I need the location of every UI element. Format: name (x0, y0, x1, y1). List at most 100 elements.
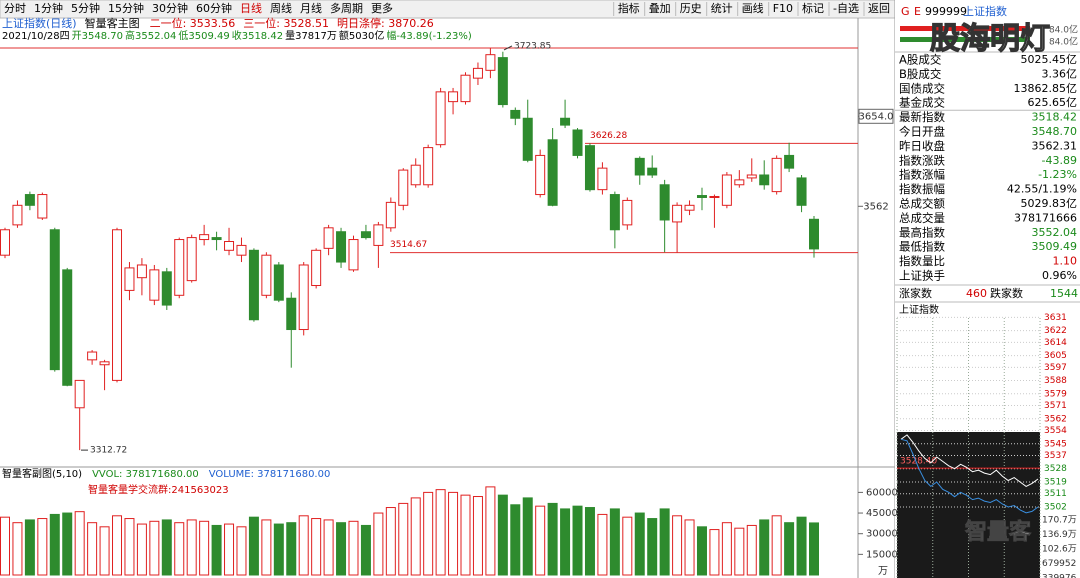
volume-bar (149, 520, 160, 576)
candle-body (136, 264, 147, 279)
candle-body (211, 237, 222, 241)
timeframe-tab[interactable]: 周线 (270, 1, 292, 15)
candle-body (522, 117, 533, 161)
stat-value: 5029.83亿 (1021, 197, 1078, 210)
timeframe-tab[interactable]: 30分钟 (152, 1, 188, 15)
timeframe-tab[interactable]: 多周期 (330, 1, 363, 15)
volume-bar (560, 508, 571, 576)
toolbar-button[interactable]: 指标 (618, 1, 640, 15)
candle-body (49, 229, 60, 371)
timeframe-tab[interactable]: 15分钟 (108, 1, 144, 15)
volume-bar (510, 504, 521, 576)
candle-body (224, 241, 235, 251)
stat-label: 今日开盘 (899, 125, 945, 139)
stat-value: -1.23% (1038, 168, 1077, 181)
volume-bar (647, 518, 658, 576)
candle-body (24, 194, 35, 206)
stat-label: 指数涨幅 (899, 168, 945, 182)
toolbar-button[interactable]: 历史 (680, 2, 702, 15)
buy-bar (900, 26, 1030, 31)
stat-label: 上证换手 (899, 269, 945, 283)
candle-body (784, 154, 795, 169)
volume-bar (472, 496, 483, 576)
candle-body (672, 204, 683, 223)
volume-bar (535, 505, 546, 576)
candle-body (149, 269, 160, 301)
volume-bar (410, 497, 421, 576)
candle-body (472, 67, 483, 79)
candle-body (497, 57, 508, 106)
candle-body (510, 109, 521, 119)
toolbar-button[interactable]: 统计 (711, 2, 733, 15)
candle-body (261, 254, 272, 296)
volume-unit: 万 (878, 566, 888, 577)
candle-body (62, 269, 73, 386)
volume-bar (261, 519, 272, 576)
watermark: 股海明灯 (930, 22, 1050, 57)
y-tick-label: 3605 (1044, 351, 1067, 361)
y-tick-label: 3519 (1044, 477, 1067, 487)
volume-bar (348, 520, 359, 576)
timeframe-tab[interactable]: 分时 (4, 2, 26, 15)
candle-body (584, 145, 595, 191)
toolbar-button[interactable]: 画线 (742, 1, 764, 15)
breadth-value: 1544 (1050, 287, 1078, 300)
volume-bar (809, 522, 819, 576)
candle-body (336, 231, 347, 263)
volume-bar (672, 515, 683, 576)
toolbar-button[interactable]: F10 (773, 2, 793, 15)
annotation-arrow (503, 45, 513, 51)
volume-bar (224, 523, 235, 576)
candle-body (311, 249, 322, 287)
stat-value: 378171666 (1014, 211, 1077, 224)
stat-value: 3562.31 (1032, 139, 1078, 152)
toolbar-button[interactable]: 叠加 (649, 2, 671, 15)
chart-title: 上证指数(日线) (2, 16, 77, 30)
y-tick-label: 3588 (1044, 376, 1067, 386)
volume-bar (684, 519, 695, 576)
volume-bar (796, 516, 807, 576)
quote-header: 上证指数 (963, 4, 1007, 18)
watermark: 智量客 (965, 519, 1032, 545)
candle-body (721, 174, 732, 206)
timeframe-tab[interactable]: 1分钟 (34, 1, 63, 15)
timeframe-tab[interactable]: 60分钟 (196, 1, 232, 15)
timeframe-tab[interactable]: 5分钟 (71, 1, 100, 15)
candle-body (535, 154, 546, 196)
stat-label: B股成交 (899, 67, 942, 81)
stat-label: 最新指数 (899, 110, 945, 124)
y-tick-label: 3545 (1044, 439, 1067, 449)
breadth-label: 跌家数 (990, 286, 1023, 300)
timeframe-tab[interactable]: 月线 (300, 1, 322, 15)
candle-body (348, 239, 359, 271)
y-tick-label: 3537 (1044, 451, 1067, 461)
candle-body (423, 147, 434, 186)
stat-value: 3509.49 (1032, 240, 1078, 253)
timeframe-tab[interactable]: 更多 (371, 1, 393, 15)
candle-body (74, 379, 85, 409)
timeframe-tab[interactable]: 日线 (240, 1, 262, 15)
stat-label: 指数振幅 (899, 182, 945, 196)
volume-tick-label: 102.6万 (1042, 545, 1077, 555)
candle-body (298, 264, 309, 331)
toolbar-button[interactable]: 标记 (802, 1, 824, 15)
quote-header: G (901, 5, 910, 18)
volume-bar (311, 518, 322, 576)
y-tick-label: 3554 (1044, 426, 1067, 436)
volume-bar (634, 512, 645, 576)
ohlc-info: 2021/10/28四 (2, 31, 70, 42)
candle-body (647, 167, 658, 176)
ohlc-info: 收3518.42 (232, 29, 283, 42)
volume-bar (784, 522, 795, 576)
toolbar-button[interactable]: -自选 (833, 2, 859, 15)
stat-label: 基金成交 (899, 96, 945, 110)
candle-body (273, 264, 284, 301)
volume-bar (323, 519, 334, 576)
stat-value: 3518.42 (1032, 111, 1078, 124)
stat-label: 昨日收盘 (899, 139, 945, 153)
stat-label: 指数量比 (899, 254, 945, 268)
stat-label: 总成交额 (899, 197, 945, 211)
candle-body (547, 139, 558, 206)
toolbar-button[interactable]: 返回 (868, 2, 890, 15)
candle-body (696, 195, 707, 198)
